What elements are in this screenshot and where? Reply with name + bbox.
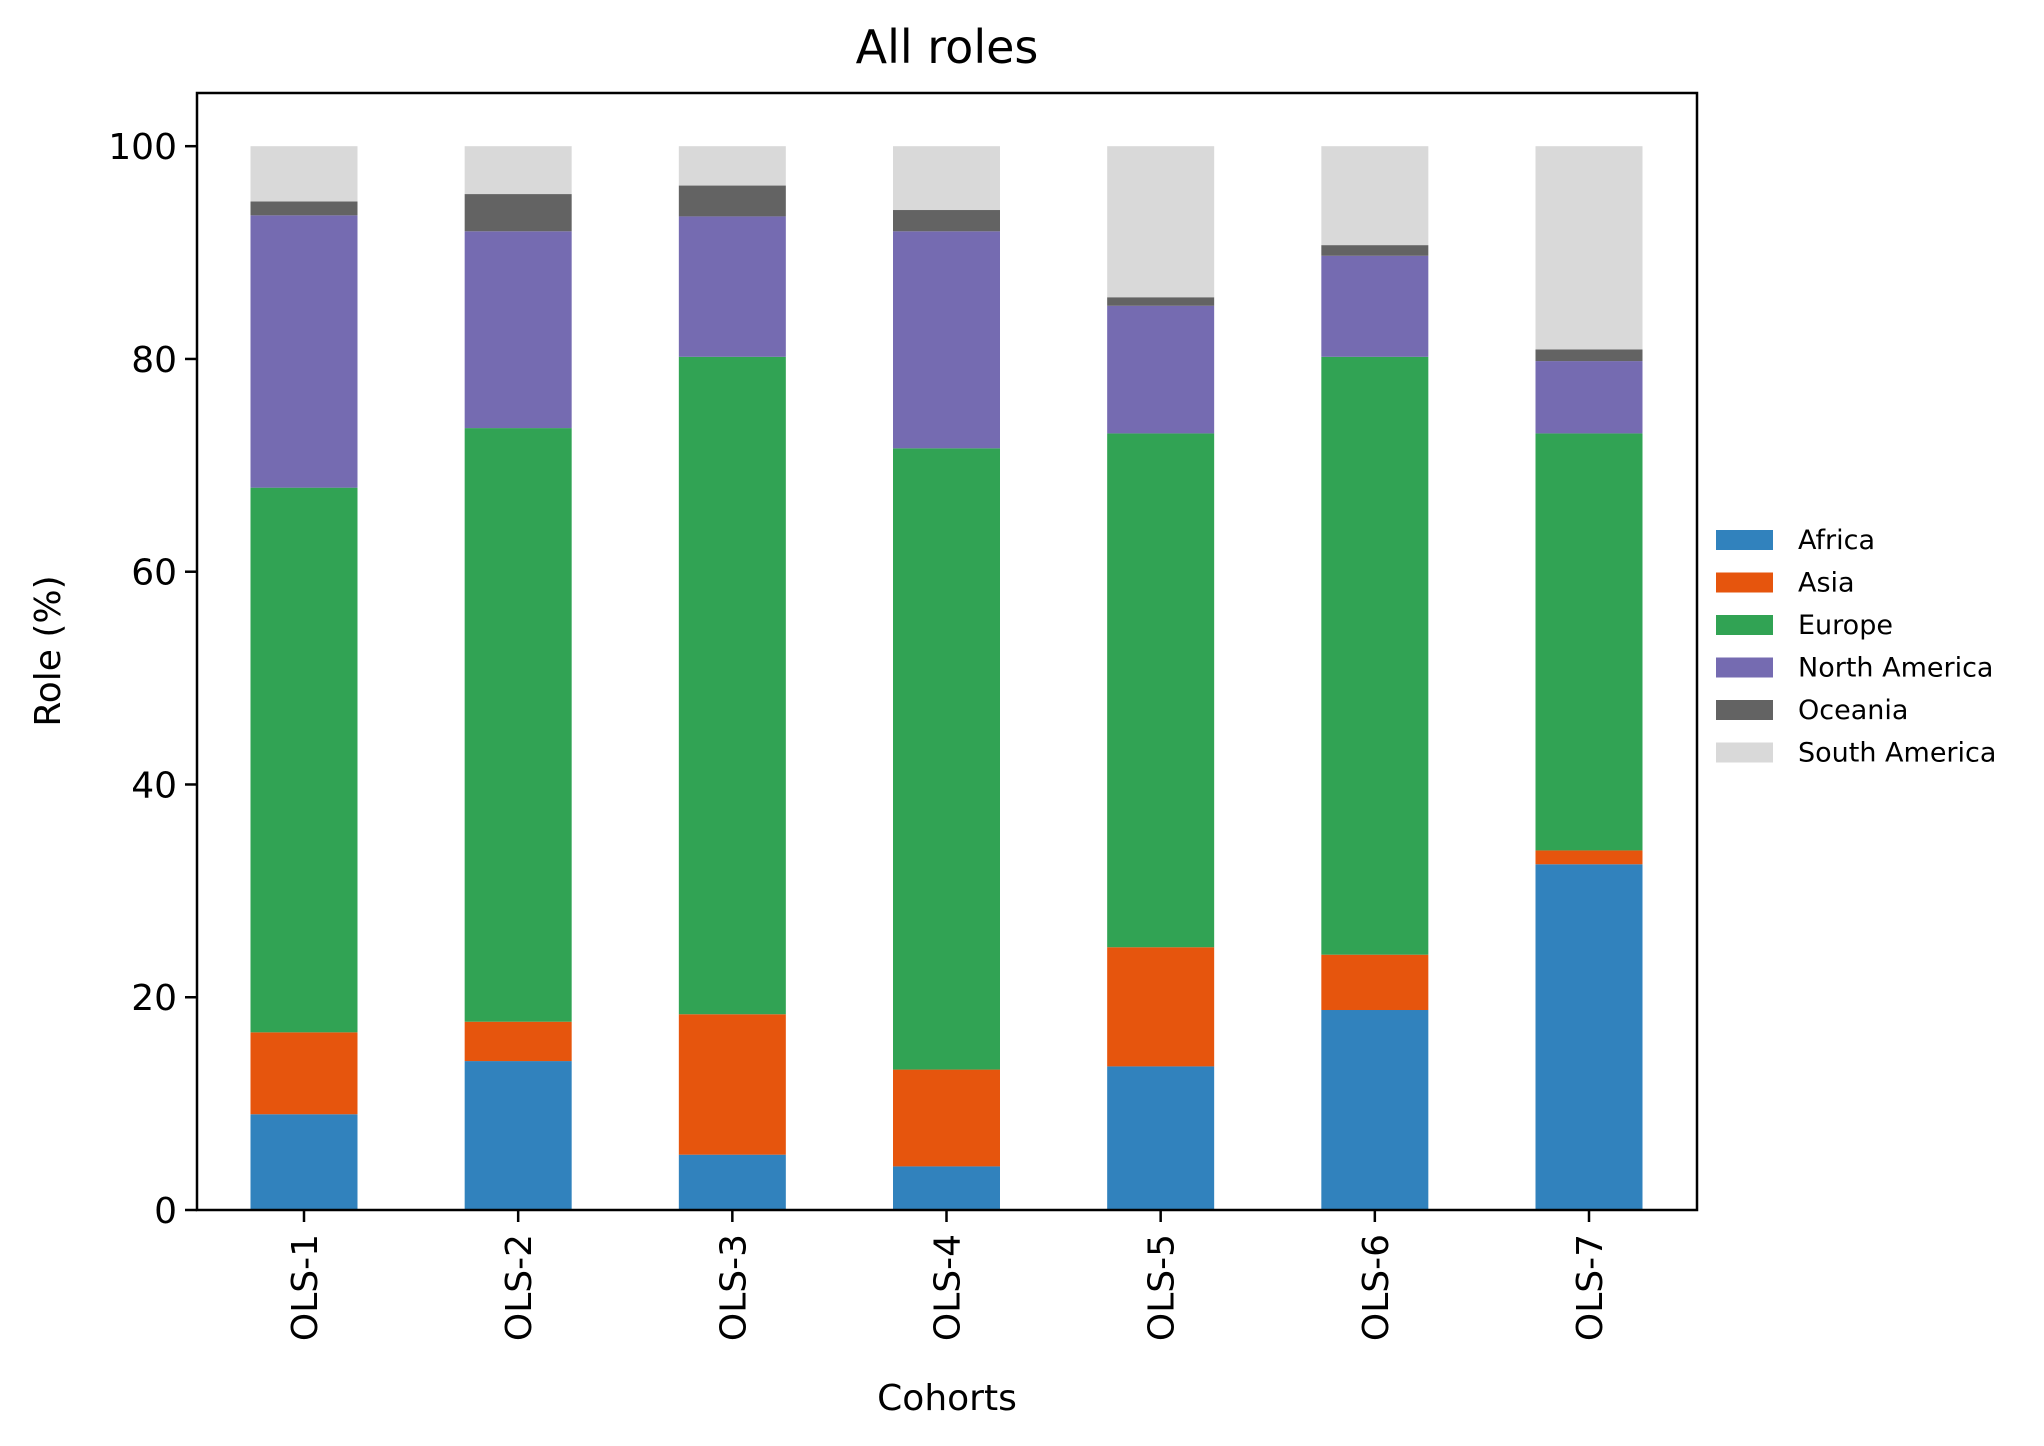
bar-segment-ols-4-south-america <box>893 146 1000 211</box>
bar-segment-ols-5-south-america <box>1107 146 1215 298</box>
y-tick-label: 0 <box>154 1191 177 1232</box>
legend-label: Europe <box>1798 610 1893 641</box>
bar-segment-ols-4-africa <box>893 1166 1000 1210</box>
legend-swatch-asia <box>1716 572 1773 593</box>
bar-segment-ols-6-europe <box>1321 356 1429 955</box>
bar-segment-ols-1-africa <box>250 1114 358 1210</box>
bar-segment-ols-2-north-america <box>464 231 572 429</box>
x-tick-label: OLS-4 <box>928 1234 969 1341</box>
bar-segment-ols-6-oceania <box>1321 245 1429 256</box>
y-tick-label: 40 <box>131 765 177 806</box>
legend-label: Africa <box>1798 525 1875 556</box>
plot-bars <box>250 146 1643 1210</box>
bar-segment-ols-6-asia <box>1321 954 1429 1011</box>
bar-segment-ols-6-africa <box>1321 1010 1429 1210</box>
bar-segment-ols-3-africa <box>678 1154 786 1210</box>
x-tick-label: OLS-1 <box>285 1234 326 1341</box>
legend-label: South America <box>1798 738 1996 769</box>
bar-segment-ols-5-oceania <box>1107 297 1215 306</box>
bar-segment-ols-3-north-america <box>678 216 786 357</box>
bar-segment-ols-4-europe <box>893 448 1000 1070</box>
bar-segment-ols-2-europe <box>464 428 572 1022</box>
bar-segment-ols-6-south-america <box>1321 146 1429 246</box>
x-axis: OLS-1 OLS-2 OLS-3 OLS-4 OLS-5 OLS-6 OLS-7 <box>285 1210 1611 1341</box>
legend-label: Asia <box>1798 568 1855 599</box>
bar-segment-ols-5-europe <box>1107 433 1215 948</box>
y-tick-label: 100 <box>108 127 177 168</box>
y-tick-label: 60 <box>131 553 177 594</box>
bar-segment-ols-4-asia <box>893 1069 1000 1167</box>
bar-segment-ols-2-africa <box>464 1061 572 1210</box>
legend-swatch-south-america <box>1716 742 1773 763</box>
bar-segment-ols-2-south-america <box>464 146 572 195</box>
bar-segment-ols-5-north-america <box>1107 305 1215 434</box>
legend-swatch-europe <box>1716 615 1773 635</box>
bar-segment-ols-2-oceania <box>464 194 572 232</box>
bar-segment-ols-1-north-america <box>250 215 358 488</box>
legend-swatch-north-america <box>1716 657 1773 678</box>
x-tick-label: OLS-6 <box>1356 1234 1397 1341</box>
bar-segment-ols-4-oceania <box>893 210 1000 232</box>
bar-segment-ols-7-asia <box>1535 850 1643 865</box>
bar-segment-ols-5-africa <box>1107 1066 1215 1210</box>
x-axis-label: Cohorts <box>877 1378 1017 1419</box>
legend-swatch-africa <box>1716 530 1773 550</box>
bar-segment-ols-7-africa <box>1535 864 1643 1210</box>
y-axis: 0 20 40 60 80 100 <box>108 127 197 1232</box>
bar-segment-ols-4-north-america <box>893 231 1000 449</box>
x-tick-label: OLS-7 <box>1570 1234 1611 1341</box>
bar-segment-ols-1-asia <box>250 1032 358 1115</box>
legend-label: North America <box>1798 653 1993 684</box>
bar-segment-ols-3-south-america <box>678 146 786 186</box>
y-tick-label: 80 <box>131 340 177 381</box>
x-tick-label: OLS-2 <box>499 1234 540 1341</box>
bar-segment-ols-7-europe <box>1535 433 1643 851</box>
bar-segment-ols-3-asia <box>678 1014 786 1155</box>
x-tick-label: OLS-5 <box>1142 1234 1183 1341</box>
bar-segment-ols-1-oceania <box>250 201 358 216</box>
chart-title: All roles <box>856 20 1039 74</box>
y-tick-label: 20 <box>131 978 177 1019</box>
bar-segment-ols-3-europe <box>678 356 786 1015</box>
legend-swatch-oceania <box>1716 700 1773 720</box>
x-tick-label: OLS-3 <box>713 1234 754 1341</box>
y-axis-label: Role (%) <box>28 575 69 726</box>
bar-segment-ols-1-europe <box>250 487 358 1033</box>
bar-segment-ols-1-south-america <box>250 146 358 202</box>
legend: Africa Asia Europe North America Oceania Sout… <box>1716 525 1996 769</box>
bar-segment-ols-3-oceania <box>678 185 786 217</box>
bar-segment-ols-2-asia <box>464 1021 572 1062</box>
legend-label: Oceania <box>1798 695 1908 726</box>
bar-segment-ols-5-asia <box>1107 947 1215 1067</box>
bar-segment-ols-6-north-america <box>1321 255 1429 357</box>
bar-segment-ols-7-north-america <box>1535 361 1643 434</box>
bar-segment-ols-7-south-america <box>1535 146 1643 350</box>
bar-segment-ols-7-oceania <box>1535 349 1643 362</box>
